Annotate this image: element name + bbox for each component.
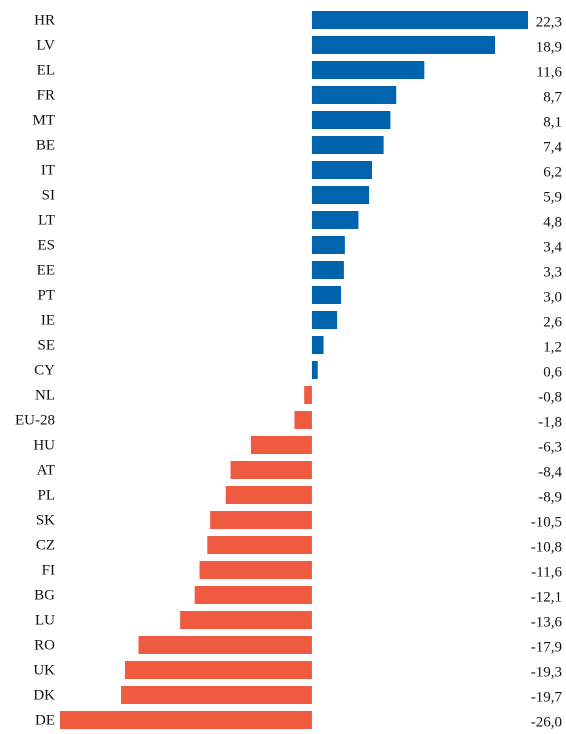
bar (311, 361, 318, 379)
value-label: 8,1 (543, 114, 562, 130)
category-label: LV (36, 37, 55, 53)
category-label: BE (36, 137, 55, 153)
value-label: 5,9 (543, 189, 562, 205)
category-label: ES (37, 237, 55, 253)
category-label: IT (41, 162, 55, 178)
bar (294, 411, 312, 429)
value-label: -11,6 (531, 564, 562, 580)
value-label: -8,4 (538, 464, 562, 480)
value-label: -19,7 (531, 689, 563, 705)
category-label: PT (37, 287, 55, 303)
category-label: LU (35, 612, 55, 628)
category-label: EL (37, 62, 55, 78)
bar (311, 61, 425, 79)
value-label: 0,6 (543, 364, 562, 380)
value-label: -19,3 (531, 664, 562, 680)
bar (210, 511, 312, 529)
category-label: CY (34, 362, 55, 378)
bar (138, 636, 312, 654)
bar (311, 261, 344, 279)
category-label: DE (35, 712, 55, 728)
bar (311, 86, 397, 104)
value-label: 8,7 (543, 89, 562, 105)
bar (225, 486, 312, 504)
value-label: 3,0 (543, 289, 562, 305)
bar (311, 186, 370, 204)
bar (60, 711, 312, 729)
value-label: 3,3 (543, 264, 562, 280)
value-label: -12,1 (531, 589, 562, 605)
bar (311, 311, 338, 329)
category-label: DK (33, 687, 55, 703)
bar (194, 586, 312, 604)
category-label: BG (34, 587, 55, 603)
value-label: -13,6 (531, 614, 563, 630)
value-label: 6,2 (543, 164, 562, 180)
value-label: -26,0 (531, 714, 562, 730)
bar (311, 286, 341, 304)
category-label: LT (38, 212, 55, 228)
value-label: 4,8 (543, 214, 562, 230)
value-label: -10,5 (531, 514, 562, 530)
category-label: SK (36, 512, 55, 528)
value-label: 18,9 (536, 39, 562, 55)
bar (311, 111, 391, 129)
value-label: 1,2 (543, 339, 562, 355)
bar (199, 561, 312, 579)
value-label: -1,8 (538, 414, 562, 430)
bar (250, 436, 312, 454)
category-label: RO (34, 637, 55, 653)
value-label: 3,4 (543, 239, 562, 255)
category-label: PL (37, 487, 55, 503)
value-label: -10,8 (531, 539, 562, 555)
category-label: IE (41, 312, 55, 328)
value-label: -17,9 (531, 639, 562, 655)
bar (311, 36, 496, 54)
bar (311, 211, 359, 229)
value-label: 11,6 (536, 64, 562, 80)
category-label: FI (42, 562, 55, 578)
category-label: SE (37, 337, 55, 353)
category-label: HR (34, 12, 55, 28)
category-label: EE (37, 262, 55, 278)
value-label: 2,6 (543, 314, 562, 330)
category-label: NL (35, 387, 55, 403)
value-label: 7,4 (543, 139, 562, 155)
bar (121, 686, 312, 704)
bar (311, 336, 324, 354)
value-label: 22,3 (536, 14, 562, 30)
value-label: -0,8 (538, 389, 562, 405)
category-label: CZ (36, 537, 55, 553)
bar (180, 611, 312, 629)
bar (311, 236, 345, 254)
value-label: -8,9 (538, 489, 562, 505)
category-label: FR (37, 87, 55, 103)
value-label: -6,3 (538, 439, 562, 455)
bar (304, 386, 312, 404)
bar (311, 161, 372, 179)
bar (311, 11, 528, 29)
category-label: SI (42, 187, 55, 203)
category-label: UK (33, 662, 55, 678)
bar (124, 661, 312, 679)
category-label: AT (37, 462, 55, 478)
category-label: HU (33, 437, 55, 453)
category-label: MT (33, 112, 56, 128)
bar (207, 536, 312, 554)
bar (230, 461, 312, 479)
category-label: EU-28 (15, 412, 55, 428)
bar (311, 136, 384, 154)
